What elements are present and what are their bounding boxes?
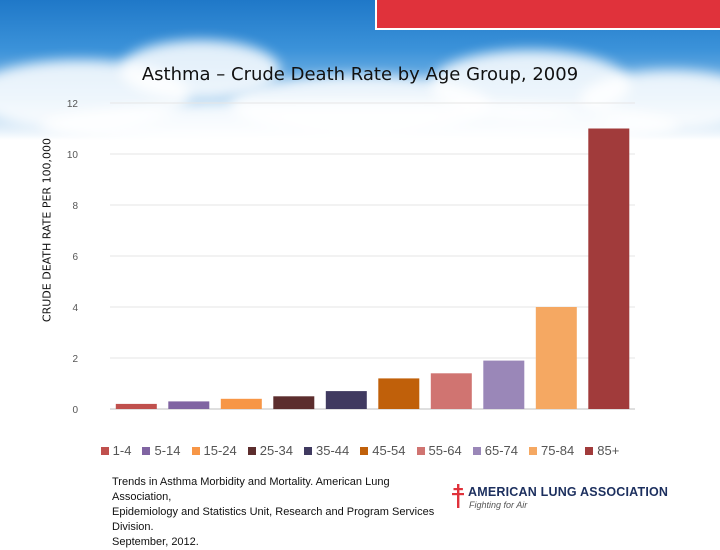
chart-title: Asthma – Crude Death Rate by Age Group, … xyxy=(141,64,579,85)
legend-item-25-34: 25-34 xyxy=(247,443,293,458)
bar-25-34 xyxy=(273,396,315,410)
legend-label: 75-84 xyxy=(541,443,575,458)
legend-swatch xyxy=(585,446,594,455)
bar-1-4 xyxy=(115,403,157,409)
legend-label: 45-54 xyxy=(372,443,406,458)
bar-5-14 xyxy=(168,401,210,409)
legend-item-35-44: 35-44 xyxy=(304,443,349,458)
legend-label: 15-24 xyxy=(203,443,237,458)
bar-35-44 xyxy=(325,391,367,409)
y-tick-label: 8 xyxy=(72,201,78,212)
legend-label: 65-74 xyxy=(484,443,518,458)
header-accent-bar xyxy=(375,0,720,30)
legend-item-45-54: 45-54 xyxy=(360,443,406,458)
american-lung-association-logo: AMERICAN LUNG ASSOCIATION Fighting for A… xyxy=(452,484,702,514)
legend-item-75-84: 75-84 xyxy=(529,443,574,458)
bar-65-74 xyxy=(483,360,525,409)
legend-label: 25-34 xyxy=(259,443,293,458)
y-tick-label: 4 xyxy=(72,303,78,314)
source-line: Epidemiology and Statistics Unit, Resear… xyxy=(112,506,435,533)
legend-label: 85+ xyxy=(597,443,620,458)
legend-item-15-24: 15-24 xyxy=(191,443,237,458)
y-tick-label: 2 xyxy=(72,354,78,365)
logo-tagline: Fighting for Air xyxy=(469,500,528,510)
legend-swatch xyxy=(100,446,109,455)
y-tick-label: 12 xyxy=(67,99,79,110)
double-barred-cross-icon xyxy=(452,484,464,508)
bar-55-64 xyxy=(430,373,472,409)
legend-swatch xyxy=(529,446,537,455)
legend-swatch xyxy=(191,446,200,455)
bar-85+ xyxy=(588,128,630,409)
y-tick-label: 0 xyxy=(72,405,78,416)
legend-item-65-74: 65-74 xyxy=(472,443,518,458)
legend-item-55-64: 55-64 xyxy=(416,443,462,458)
bar-45-54 xyxy=(378,378,420,409)
source-line: September, 2012. xyxy=(112,536,199,548)
y-tick-label: 10 xyxy=(67,150,79,161)
legend-label: 1-4 xyxy=(112,443,132,458)
legend-swatch xyxy=(247,446,256,455)
bar-75-84 xyxy=(535,307,577,409)
chart-legend: 1-4 5-14 15-24 25-34 35-44 45-54 55-64 65-74 75-… xyxy=(0,443,720,458)
legend-swatch xyxy=(416,446,425,455)
source-line: Trends in Asthma Morbidity and Mortality… xyxy=(112,476,390,503)
source-citation: Trends in Asthma Morbidity and Mortality… xyxy=(112,475,442,550)
legend-swatch xyxy=(472,446,481,455)
legend-item-1-4: 1-4 xyxy=(100,443,132,458)
legend-swatch xyxy=(360,446,369,455)
legend-item-85+: 85+ xyxy=(585,443,619,458)
bar-15-24 xyxy=(220,398,262,409)
legend-item-5-14: 5-14 xyxy=(142,443,181,458)
legend-swatch xyxy=(142,446,151,455)
legend-label: 55-64 xyxy=(428,443,462,458)
y-tick-label: 6 xyxy=(72,252,78,263)
logo-name: AMERICAN LUNG ASSOCIATION xyxy=(468,485,669,499)
legend-swatch xyxy=(304,446,312,455)
legend-label: 35-44 xyxy=(316,443,350,458)
legend-label: 5-14 xyxy=(154,443,181,458)
